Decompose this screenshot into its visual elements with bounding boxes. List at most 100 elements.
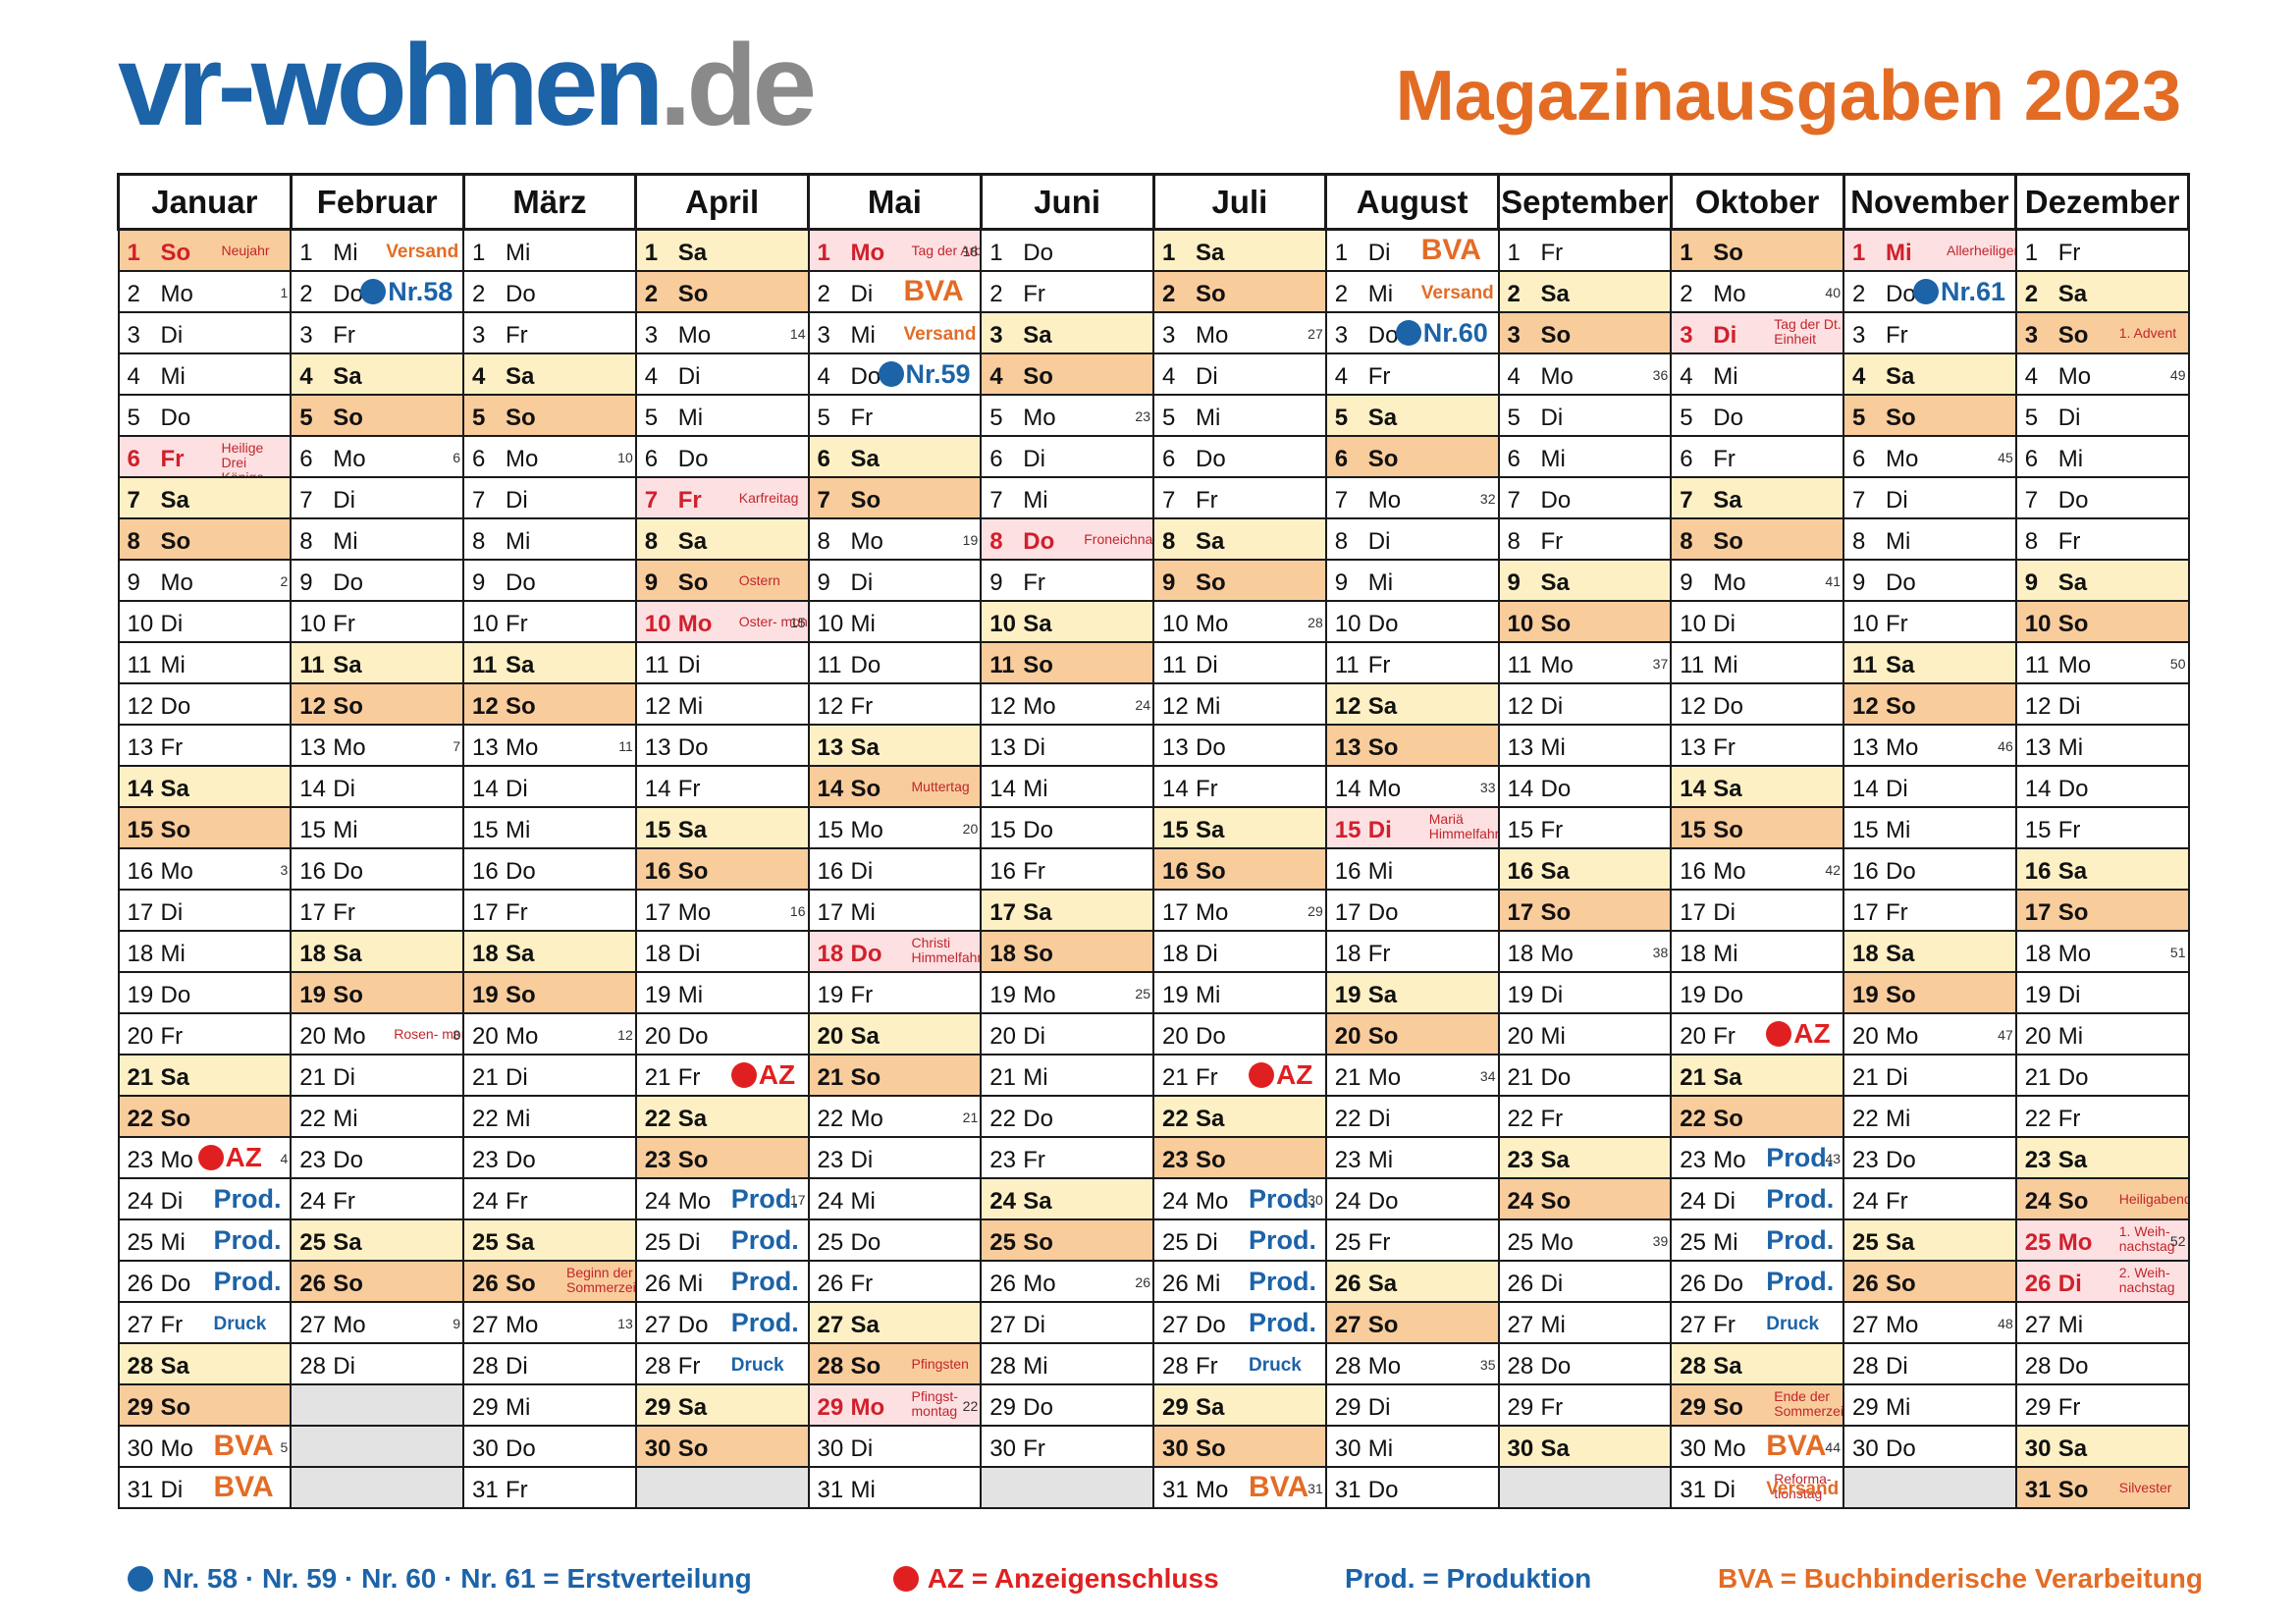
day-number: 1 (2024, 240, 2039, 266)
weekday: Mi (1196, 1271, 1221, 1297)
weekday: Mi (160, 363, 186, 390)
day-cell: 2 Do (462, 270, 637, 313)
weekday: Sa (1196, 528, 1225, 555)
day-cell: 19 Mo 25 (980, 971, 1154, 1014)
weekday: Sa (1713, 776, 1742, 802)
day-cell: 12 Mi (1152, 682, 1327, 726)
weekday: So (850, 487, 881, 514)
weekday: So (1196, 569, 1226, 596)
day-cell: 15 So (117, 806, 293, 849)
day-cell: 7 Di (1842, 476, 2017, 519)
day-cell: 15 Di Mariä Himmelfahrt (1324, 806, 1500, 849)
weekday: Di (160, 1188, 184, 1215)
day-number: 3 (1852, 322, 1866, 349)
day-cell: 25 Sa (462, 1218, 637, 1262)
week-number: 39 (1652, 1233, 1669, 1249)
day-number: 27 (1507, 1312, 1534, 1338)
weekday: Do (506, 858, 536, 885)
day-cell: 12 So (1842, 682, 2017, 726)
day-number: 29 (644, 1394, 671, 1421)
week-number: 1 (280, 285, 289, 300)
weekday: Sa (1886, 941, 1915, 967)
day-number: 3 (127, 322, 140, 349)
day-number: 19 (989, 982, 1016, 1008)
weekday: Fr (506, 1477, 528, 1503)
day-number: 31 (1334, 1477, 1362, 1503)
day-cell: 8 Do Froneichnam (980, 517, 1154, 561)
day-cell: 13 Fr (1670, 724, 1844, 767)
day-number: 6 (2024, 446, 2039, 472)
day-number: 21 (127, 1064, 154, 1091)
day-number: 15 (1852, 817, 1879, 843)
weekday: Di (677, 941, 701, 967)
weekday: Di (1367, 240, 1391, 266)
day-number: 2 (817, 281, 830, 307)
day-number: 6 (1680, 446, 1693, 472)
day-cell: 12 So (462, 682, 637, 726)
day-cell: 20 Do (1152, 1012, 1327, 1056)
weekday: Mi (506, 817, 531, 843)
day-cell: 9 Do (462, 559, 637, 602)
weekday: Mi (333, 817, 358, 843)
bva-label: BVA (904, 275, 964, 308)
weekday: Di (333, 487, 355, 514)
weekday: Mi (1540, 446, 1566, 472)
day-cell: 6 Do (1152, 435, 1327, 478)
day-cell: 13 Mi (2014, 724, 2190, 767)
event-text: Prod. (730, 1308, 799, 1337)
day-cell: 13 Di (980, 724, 1154, 767)
day-cell: 24 Di Prod. (1670, 1177, 1844, 1220)
event-text: Nr.60 (1422, 318, 1488, 348)
weekday: Mi (850, 1188, 876, 1215)
day-cell: 17 Do (1324, 889, 1500, 932)
weekday: So (677, 858, 709, 885)
week-number: 32 (1479, 491, 1496, 507)
weekday: Mi (506, 1106, 531, 1132)
day-number: 2 (1507, 281, 1521, 307)
weekday: Fr (1367, 941, 1391, 967)
event-text: Versand (386, 242, 459, 262)
day-cell: 9 Do (1842, 559, 2017, 602)
day-cell: 6 Mo 45 (1842, 435, 2017, 478)
week-number: 47 (1998, 1027, 2013, 1043)
weekday: Sa (1023, 1188, 1052, 1215)
week-number: 46 (1998, 738, 2013, 754)
day-cell (290, 1425, 464, 1468)
weekday: Sa (160, 776, 189, 802)
day-cell: 19 Di (2014, 971, 2190, 1014)
day-number: 7 (299, 487, 313, 514)
day-number: 15 (644, 817, 671, 843)
day-number: 2 (127, 281, 140, 307)
day-cell: 2 Do Nr.61 (1842, 270, 2017, 313)
week-number: 22 (962, 1398, 979, 1414)
day-number: 3 (817, 322, 830, 349)
weekday: Fr (1540, 240, 1564, 266)
day-cell: 6 Fr Heilige Drei Könige (117, 435, 293, 478)
weekday: Mo (1367, 487, 1402, 514)
day-cell: 12 Sa (1324, 682, 1500, 726)
weekday: Mo (160, 281, 193, 307)
day-cell: 14 Di (462, 765, 637, 808)
weekday: Mi (850, 611, 876, 637)
day-number: 15 (1507, 817, 1534, 843)
day-number: 22 (1680, 1106, 1706, 1132)
weekday: So (160, 1394, 191, 1421)
event-text: BVA (903, 275, 964, 307)
day-number: 10 (1334, 611, 1362, 637)
day-number: 9 (1852, 569, 1866, 596)
weekday: Mo (850, 1106, 883, 1132)
day-number: 22 (1507, 1106, 1534, 1132)
weekday: Di (1713, 1477, 1735, 1503)
day-number: 13 (1680, 734, 1706, 761)
day-number: 18 (1507, 941, 1534, 967)
day-number: 22 (1334, 1106, 1362, 1132)
day-cell: 17 Mo 16 (634, 889, 810, 932)
weekday: Fr (2057, 1394, 2081, 1421)
day-number: 11 (127, 652, 152, 678)
day-cell: 9 Sa (1497, 559, 1673, 602)
day-cell: 7 Mo 32 (1324, 476, 1500, 519)
blue-dot-icon (1395, 320, 1421, 346)
day-number: 19 (299, 982, 326, 1008)
day-number: 27 (817, 1312, 844, 1338)
